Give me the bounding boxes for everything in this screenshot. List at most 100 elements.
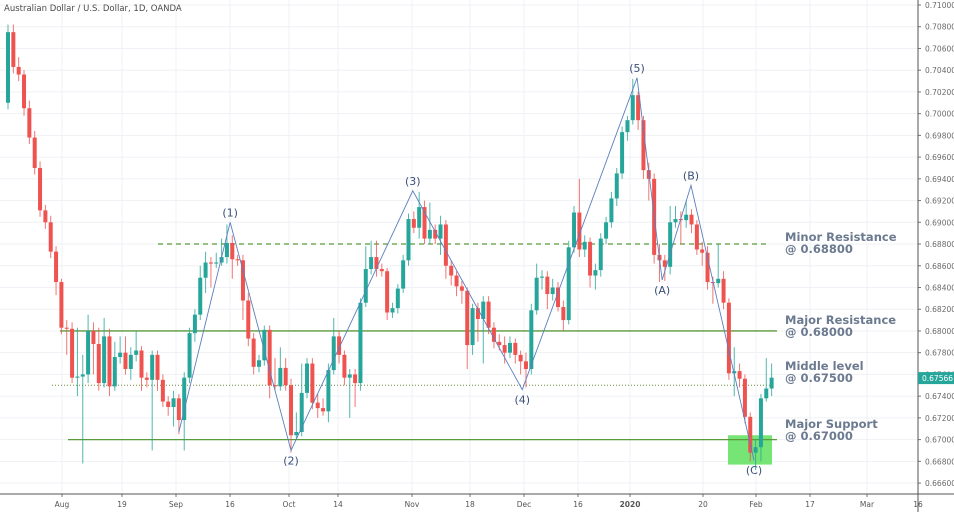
candle-down bbox=[59, 282, 64, 328]
last-price-badge bbox=[918, 372, 954, 385]
candle-up bbox=[604, 222, 609, 239]
y-tick-label: 0.68400 bbox=[925, 283, 954, 292]
y-tick-label: 0.70600 bbox=[925, 44, 954, 53]
y-tick-label: 0.67400 bbox=[925, 392, 954, 401]
wave-label: (C) bbox=[746, 464, 762, 477]
candle-up bbox=[187, 333, 192, 378]
candle-down bbox=[454, 275, 459, 287]
candle-up bbox=[582, 241, 587, 250]
candle-up bbox=[358, 302, 363, 384]
candle-up bbox=[80, 374, 85, 377]
wave-label: (2) bbox=[283, 454, 299, 467]
candle-down bbox=[523, 361, 528, 369]
candle-down bbox=[273, 385, 277, 387]
candle-down bbox=[411, 219, 416, 228]
candle-up bbox=[347, 374, 352, 378]
level-annotation-title: Middle level bbox=[785, 359, 864, 373]
candle-down bbox=[70, 328, 75, 378]
level-annotation-value: @ 0.67500 bbox=[785, 371, 853, 385]
candle-down bbox=[577, 212, 582, 250]
candle-up bbox=[203, 262, 208, 278]
level-annotation-value: @ 0.68800 bbox=[785, 242, 853, 256]
last-price-label: 0.67566 bbox=[922, 374, 953, 383]
candle-down bbox=[160, 379, 165, 402]
candle-up bbox=[427, 229, 432, 239]
candle-up bbox=[550, 287, 555, 295]
candle-up bbox=[507, 342, 512, 353]
chart-title: Australian Dollar / U.S. Dollar, 1D, OAN… bbox=[4, 4, 182, 14]
candle-up bbox=[598, 238, 603, 271]
candle-down bbox=[459, 286, 464, 291]
candle-down bbox=[48, 222, 53, 252]
candle-up bbox=[6, 32, 10, 103]
candle-up bbox=[668, 222, 673, 267]
candle-down bbox=[737, 371, 742, 379]
candle-down bbox=[588, 241, 593, 276]
wave-label: (1) bbox=[222, 206, 238, 219]
elliott-wave-line bbox=[178, 77, 755, 461]
candle-down bbox=[289, 385, 294, 436]
candle-up bbox=[470, 308, 475, 346]
candle-up bbox=[214, 262, 219, 264]
candle-up bbox=[128, 354, 133, 369]
candle-down bbox=[246, 300, 251, 339]
candle-down bbox=[144, 377, 149, 380]
candle-down bbox=[742, 378, 747, 417]
candle-down bbox=[32, 137, 37, 168]
candle-up bbox=[438, 224, 443, 239]
candle-down bbox=[433, 229, 438, 239]
y-tick-label: 0.68800 bbox=[925, 240, 954, 249]
candle-up bbox=[406, 219, 411, 261]
x-tick-label: 17 bbox=[805, 500, 815, 509]
candle-down bbox=[449, 265, 454, 276]
x-tick-label: Feb bbox=[749, 500, 763, 509]
candle-up bbox=[224, 242, 229, 258]
candle-down bbox=[54, 251, 59, 283]
candle-up bbox=[331, 336, 336, 371]
candle-up bbox=[529, 310, 534, 369]
candle-up bbox=[716, 278, 721, 284]
candle-up bbox=[182, 377, 187, 421]
candle-up bbox=[630, 95, 635, 121]
candle-up bbox=[112, 357, 117, 387]
candle-down bbox=[689, 214, 694, 225]
candle-down bbox=[465, 290, 470, 346]
candle-up bbox=[305, 363, 310, 393]
y-tick-label: 0.68600 bbox=[925, 262, 954, 271]
candle-down bbox=[422, 207, 427, 239]
candle-down bbox=[22, 74, 27, 109]
level-annotation-title: Major Support bbox=[785, 417, 878, 431]
candle-up bbox=[171, 398, 176, 408]
candle-up bbox=[299, 392, 304, 432]
candle-down bbox=[64, 327, 69, 329]
x-tick-label: Dec bbox=[517, 500, 532, 509]
candle-down bbox=[726, 302, 731, 374]
candle-down bbox=[230, 242, 235, 260]
candle-down bbox=[16, 66, 21, 75]
candle-down bbox=[662, 260, 667, 267]
y-tick-label: 0.70200 bbox=[925, 88, 954, 97]
y-tick-label: 0.69000 bbox=[925, 218, 954, 227]
candle-up bbox=[625, 120, 630, 133]
candle-up bbox=[278, 367, 283, 387]
x-tick-label: Mar bbox=[860, 500, 875, 509]
candle-up bbox=[620, 132, 625, 174]
candle-down bbox=[641, 120, 646, 171]
candle-down bbox=[385, 271, 390, 313]
candle-down bbox=[251, 338, 256, 367]
candle-up bbox=[262, 329, 267, 361]
candle-up bbox=[219, 257, 224, 263]
y-tick-label: 0.70800 bbox=[925, 23, 954, 32]
candle-up bbox=[75, 376, 80, 378]
x-tick-label: Sep bbox=[169, 500, 183, 509]
y-tick-label: 0.68200 bbox=[925, 305, 954, 314]
candle-up bbox=[753, 447, 758, 453]
candle-down bbox=[107, 336, 112, 387]
candle-up bbox=[572, 212, 577, 248]
level-annotation-title: Major Resistance bbox=[785, 313, 896, 327]
x-tick-label: Aug bbox=[55, 500, 70, 509]
candle-down bbox=[721, 278, 726, 303]
candle-up bbox=[192, 314, 197, 334]
x-tick-label: 14 bbox=[333, 500, 343, 509]
